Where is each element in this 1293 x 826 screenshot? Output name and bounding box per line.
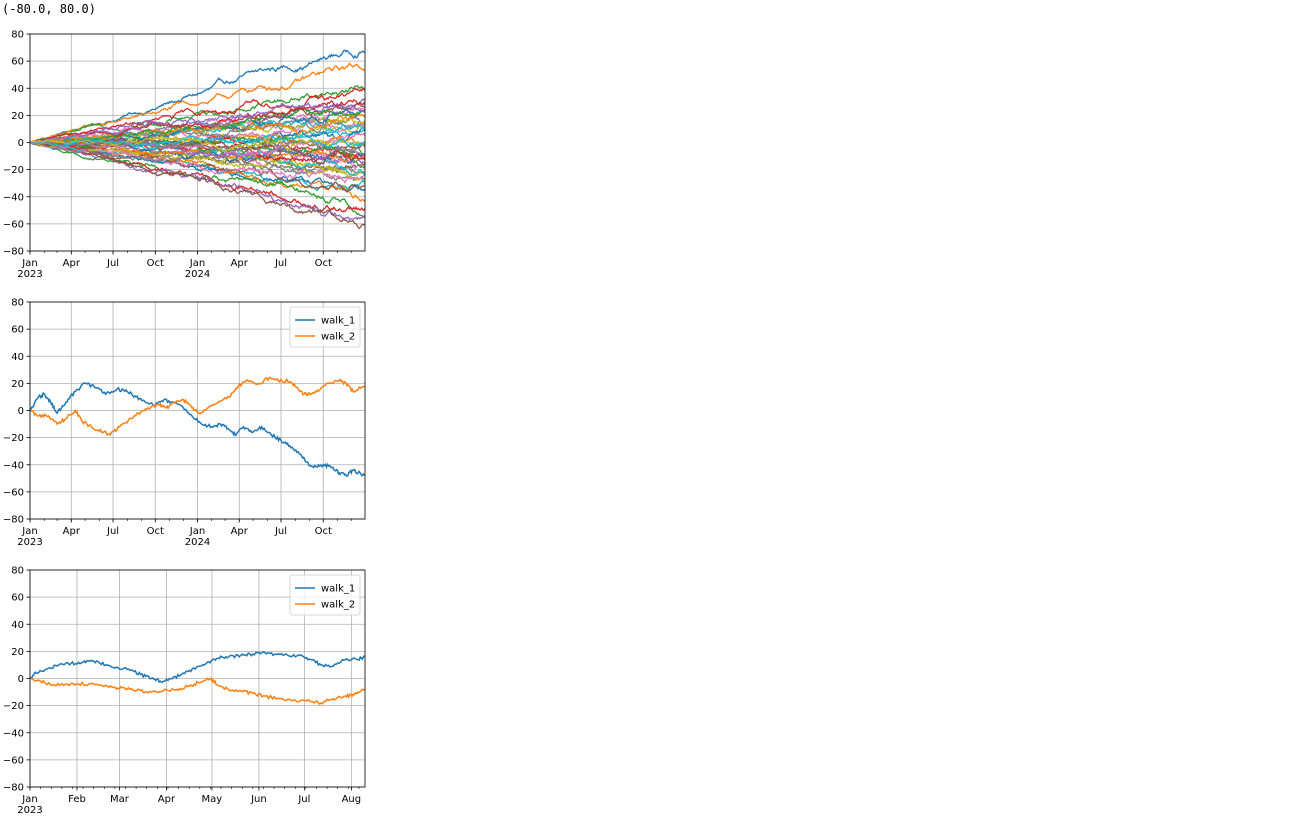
y-tick-label: −60 xyxy=(3,487,24,498)
x-tick-label: Apr xyxy=(63,526,81,537)
y-tick-label: 40 xyxy=(11,620,24,631)
x-tick-label: Mar xyxy=(110,794,130,805)
x-tick-label: Apr xyxy=(231,526,249,537)
y-tick-label: −60 xyxy=(3,755,24,766)
series-line-walk-33 xyxy=(30,106,365,144)
x-tick-label: Aug xyxy=(342,794,362,805)
series-line-walk-32 xyxy=(30,112,365,143)
series-line-walk-35 xyxy=(30,101,365,144)
y-tick-label: −20 xyxy=(3,165,24,176)
x-tick-label: Jul xyxy=(297,794,310,805)
y-tick-label: −80 xyxy=(3,515,24,526)
x-tick-label: Apr xyxy=(158,794,176,805)
cell-output-text: (-80.0, 80.0) xyxy=(2,2,96,16)
y-tick-label: 60 xyxy=(11,325,24,336)
x-tick-label: Jan xyxy=(21,526,37,537)
legend-label-walk_2: walk_2 xyxy=(321,332,355,343)
x-tick-label: Feb xyxy=(68,794,86,805)
y-tick-label: −60 xyxy=(3,219,24,230)
plot-area xyxy=(30,650,365,706)
legend-frame xyxy=(289,306,361,348)
x-tick-year-label: 2024 xyxy=(185,269,210,280)
x-tick-label: Jan xyxy=(21,794,37,805)
y-tick-label: 80 xyxy=(11,30,24,41)
x-tick-label: Jan xyxy=(189,526,205,537)
y-tick-label: −80 xyxy=(3,247,24,258)
legend-label-walk_2: walk_2 xyxy=(321,600,355,611)
y-tick-label: 40 xyxy=(11,352,24,363)
series-line-walk_2 xyxy=(30,376,365,437)
x-tick-label: Oct xyxy=(315,258,332,269)
series-line-walk_1 xyxy=(30,382,365,478)
x-tick-label: Jan xyxy=(189,258,205,269)
y-tick-label: 20 xyxy=(11,111,24,122)
x-tick-label: Jul xyxy=(274,526,287,537)
x-tick-label: May xyxy=(202,794,223,805)
y-tick-label: −40 xyxy=(3,728,24,739)
y-tick-label: 80 xyxy=(11,298,24,309)
x-tick-label: Oct xyxy=(147,258,164,269)
plot-area xyxy=(30,49,365,230)
y-tick-label: 0 xyxy=(18,406,24,417)
y-tick-label: −40 xyxy=(3,192,24,203)
legend-label-walk_1: walk_1 xyxy=(321,584,355,595)
series-line-walk-46 xyxy=(30,136,365,166)
series-line-walk_1 xyxy=(30,650,365,684)
x-tick-year-label: 2023 xyxy=(17,805,42,816)
x-tick-year-label: 2024 xyxy=(185,537,210,548)
series-line-walk-40 xyxy=(30,140,365,177)
x-tick-label: Jul xyxy=(106,526,119,537)
y-tick-label: −80 xyxy=(3,783,24,794)
x-tick-year-label: 2023 xyxy=(17,537,42,548)
series-line-walk-25 xyxy=(30,141,365,221)
y-tick-label: 60 xyxy=(11,57,24,68)
y-tick-label: 0 xyxy=(18,138,24,149)
series-line-walk-49 xyxy=(30,134,365,153)
y-tick-label: −40 xyxy=(3,460,24,471)
y-tick-label: 20 xyxy=(11,379,24,390)
y-tick-label: 20 xyxy=(11,647,24,658)
series-line-walk-3 xyxy=(30,85,365,143)
x-tick-label: Apr xyxy=(63,258,81,269)
y-tick-label: 60 xyxy=(11,593,24,604)
series-line-walk-26 xyxy=(30,141,365,230)
series-line-walk-4 xyxy=(30,87,365,143)
legend-frame xyxy=(289,574,361,616)
series-line-walk-2 xyxy=(30,62,365,144)
x-tick-label: Jul xyxy=(274,258,287,269)
x-tick-label: Jul xyxy=(106,258,119,269)
y-tick-label: 80 xyxy=(11,566,24,577)
y-tick-label: 40 xyxy=(11,84,24,95)
series-line-walk-48 xyxy=(30,139,365,155)
x-tick-label: Jun xyxy=(250,794,267,805)
x-tick-label: Oct xyxy=(315,526,332,537)
legend-label-walk_1: walk_1 xyxy=(321,316,355,327)
x-tick-label: Apr xyxy=(231,258,249,269)
series-line-walk-50 xyxy=(30,133,365,149)
series-line-walk_2 xyxy=(30,677,365,706)
y-tick-label: −20 xyxy=(3,701,24,712)
x-tick-year-label: 2023 xyxy=(17,269,42,280)
legend: walk_1 walk_2 xyxy=(289,306,361,348)
x-tick-label: Jan xyxy=(21,258,37,269)
x-tick-label: Oct xyxy=(147,526,164,537)
legend: walk_1 walk_2 xyxy=(289,574,361,616)
y-tick-label: −20 xyxy=(3,433,24,444)
plot-area xyxy=(30,376,365,478)
y-tick-label: 0 xyxy=(18,674,24,685)
